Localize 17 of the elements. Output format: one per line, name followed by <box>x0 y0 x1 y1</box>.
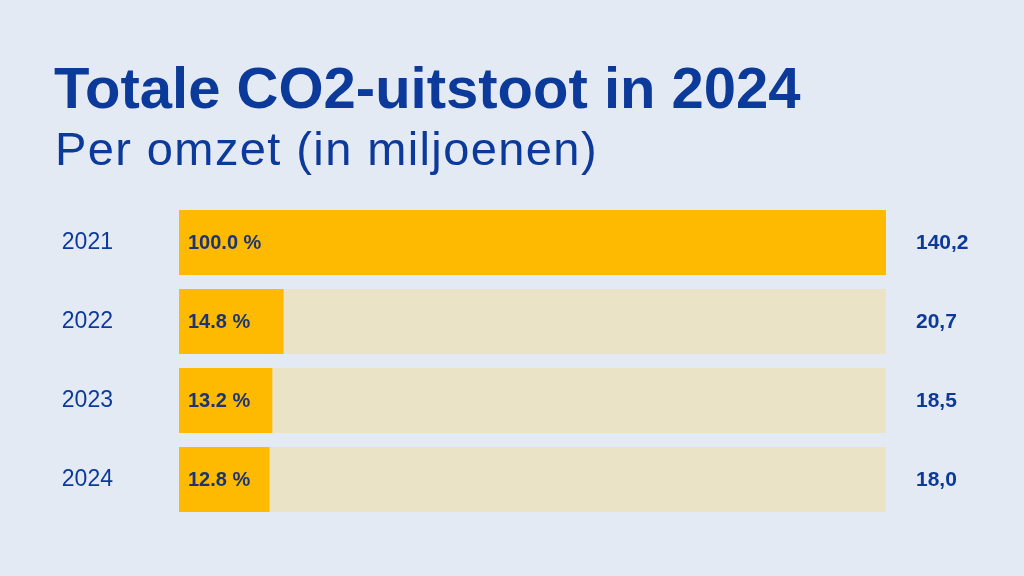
text: 18,5 <box>916 388 958 412</box>
y-tick-label: 2022 <box>61 306 113 333</box>
y-tick-label: 2021 <box>61 227 113 254</box>
bar <box>179 367 273 434</box>
bar <box>179 446 270 513</box>
text: 140,2 <box>916 230 969 254</box>
text: 20,7 <box>916 309 957 333</box>
data-label: 14.8 % <box>188 310 251 333</box>
data-label: 13.2 % <box>188 389 251 412</box>
text: 18,0 <box>916 467 957 491</box>
y-tick-label: 2024 <box>61 464 114 491</box>
chart-title: Totale CO2-uitstoot in 2024 <box>54 55 801 120</box>
data-label: 12.8 % <box>188 468 251 491</box>
bar <box>179 288 284 355</box>
data-label: 100.0 % <box>188 231 262 254</box>
y-tick-label: 2023 <box>61 385 113 412</box>
chart-subtitle: Per omzet (in miljoenen) <box>55 122 598 175</box>
